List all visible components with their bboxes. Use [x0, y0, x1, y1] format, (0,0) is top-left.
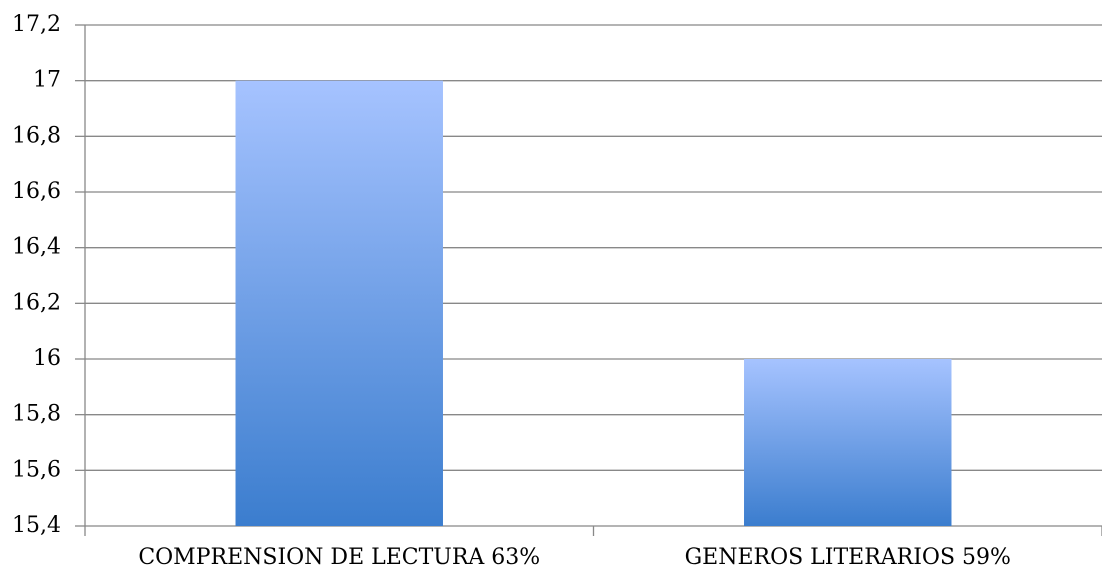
- y-tick-label: 15,4: [12, 513, 61, 538]
- x-tick-label: COMPRENSION DE LECTURA 63%: [138, 545, 540, 570]
- y-tick-label: 16: [33, 346, 61, 371]
- y-tick-label: 17,2: [12, 12, 61, 37]
- y-tick-label: 15,8: [12, 402, 61, 427]
- y-tick-label: 16,4: [12, 235, 61, 260]
- y-tick-label: 16,6: [12, 179, 61, 204]
- y-tick-label: 16,8: [12, 123, 61, 148]
- y-tick-label: 17: [33, 68, 61, 93]
- x-tick-label: GENEROS LITERARIOS 59%: [685, 545, 1011, 570]
- y-tick-label: 16,2: [12, 290, 61, 315]
- bar: [744, 359, 952, 526]
- y-tick-label: 15,6: [12, 457, 61, 482]
- bar: [235, 80, 443, 527]
